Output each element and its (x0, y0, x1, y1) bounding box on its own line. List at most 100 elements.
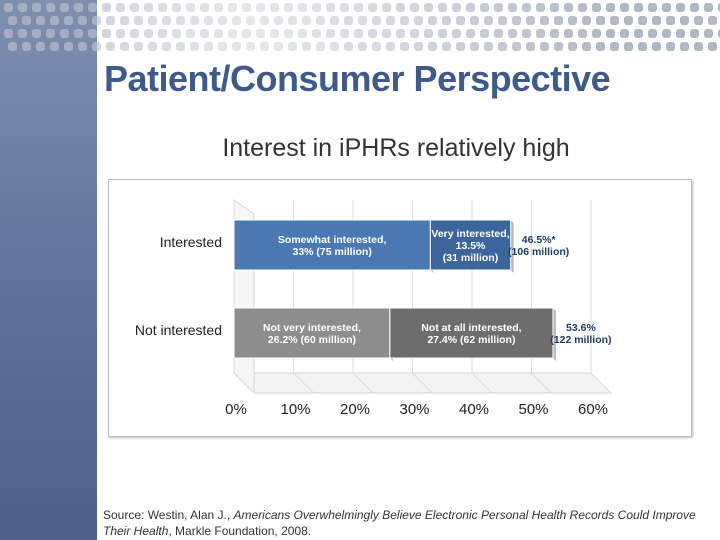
decorative-dot (470, 16, 479, 25)
decorative-dot (610, 42, 619, 51)
decorative-dot (4, 3, 13, 12)
decorative-dot (428, 16, 437, 25)
decorative-dot (162, 42, 171, 51)
decorative-dot (666, 42, 675, 51)
decorative-dot (718, 3, 720, 12)
decorative-dot (148, 42, 157, 51)
decorative-dot (400, 16, 409, 25)
decorative-dot (340, 3, 349, 12)
decorative-dot (204, 42, 213, 51)
decorative-dot (190, 42, 199, 51)
decorative-dot (22, 42, 31, 51)
decorative-dot (162, 16, 171, 25)
decorative-dot (554, 16, 563, 25)
bar-segment-label: Somewhat interested, 33% (75 million) (278, 234, 387, 258)
decorative-dot (414, 42, 423, 51)
bar-segment (389, 307, 554, 359)
decorative-dot (396, 29, 405, 38)
decorative-dot (18, 3, 27, 12)
decorative-dot (260, 42, 269, 51)
decorative-dot (358, 42, 367, 51)
decorative-dot (232, 42, 241, 51)
decorative-dot (186, 29, 195, 38)
category-label: Interested (160, 234, 222, 250)
decorative-dot (456, 16, 465, 25)
bar-segment (429, 219, 512, 271)
decorative-dot (596, 42, 605, 51)
decorative-dot (176, 16, 185, 25)
bar-total-label-line: 53.6% (566, 322, 596, 334)
decorative-dot (144, 29, 153, 38)
decorative-dot (340, 29, 349, 38)
decorative-dot (102, 29, 111, 38)
decorative-dot (662, 29, 671, 38)
decorative-dot (46, 3, 55, 12)
decorative-dot-pattern (0, 0, 720, 56)
decorative-dot (382, 3, 391, 12)
decorative-dot (354, 3, 363, 12)
decorative-dot (200, 3, 209, 12)
decorative-dot (32, 29, 41, 38)
decorative-dot (428, 42, 437, 51)
decorative-dot (274, 16, 283, 25)
decorative-dot (704, 29, 713, 38)
decorative-dot (382, 29, 391, 38)
decorative-dot (64, 42, 73, 51)
decorative-dot (470, 42, 479, 51)
decorative-dot (288, 16, 297, 25)
decorative-dot (88, 3, 97, 12)
decorative-dot (116, 29, 125, 38)
decorative-dot (64, 16, 73, 25)
decorative-dot (120, 42, 129, 51)
decorative-dot (708, 16, 717, 25)
decorative-dot (438, 29, 447, 38)
decorative-dot (410, 3, 419, 12)
decorative-dot (32, 3, 41, 12)
bar-total-label-line: (106 million) (508, 246, 569, 258)
decorative-dot (662, 3, 671, 12)
x-tick-label: 20% (340, 401, 370, 418)
decorative-dot (652, 42, 661, 51)
decorative-dot (88, 29, 97, 38)
decorative-dot (634, 29, 643, 38)
decorative-dot (190, 16, 199, 25)
decorative-dot (372, 16, 381, 25)
decorative-dot (270, 3, 279, 12)
decorative-dot (550, 29, 559, 38)
decorative-dot (610, 16, 619, 25)
decorative-dot (4, 29, 13, 38)
gridline-floor (352, 372, 374, 394)
decorative-dot (200, 29, 209, 38)
decorative-dot (18, 29, 27, 38)
decorative-dot (466, 3, 475, 12)
stacked-bar-chart: 0% 10% 20% 30% 40% 50% 60% Interested Somewhat i… (135, 199, 613, 418)
decorative-dot (648, 29, 657, 38)
decorative-dot (172, 3, 181, 12)
decorative-dot (312, 3, 321, 12)
decorative-dot (512, 42, 521, 51)
decorative-dot (8, 16, 17, 25)
gridline-floor (412, 372, 433, 394)
bar-total-label-line: 46.5%* (522, 234, 557, 246)
decorative-dot (302, 16, 311, 25)
decorative-dot (50, 16, 59, 25)
decorative-dot (498, 42, 507, 51)
decorative-dot (134, 16, 143, 25)
decorative-dot (442, 16, 451, 25)
decorative-dot (372, 42, 381, 51)
decorative-dot (508, 3, 517, 12)
decorative-dot (522, 3, 531, 12)
decorative-dot (120, 16, 129, 25)
decorative-dot (214, 29, 223, 38)
decorative-dot (46, 29, 55, 38)
decorative-dot (386, 42, 395, 51)
gridline-floor (531, 372, 552, 394)
decorative-dot (312, 29, 321, 38)
decorative-dot (694, 42, 703, 51)
bar-segment-label: Not very interested, 26.2% (60 million) (263, 322, 361, 346)
x-tick-label: 10% (280, 401, 310, 418)
decorative-dot (582, 42, 591, 51)
slide-subtitle: Interest in iPHRs relatively high (222, 134, 570, 162)
category-label: Not interested (135, 322, 222, 338)
decorative-dot (410, 29, 419, 38)
